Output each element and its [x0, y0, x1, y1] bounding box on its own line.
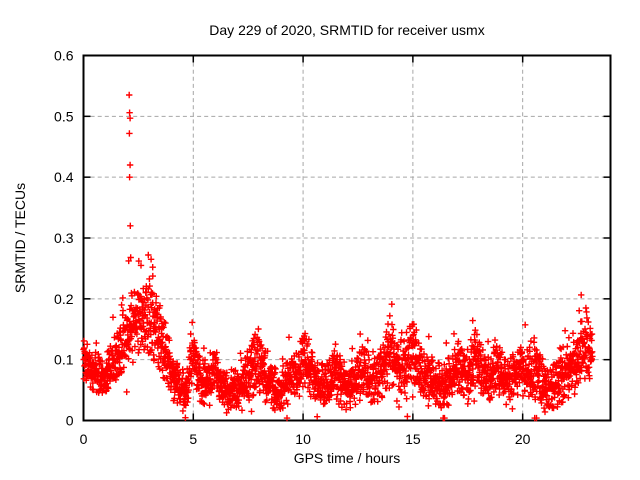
- x-tick-label: 20: [515, 431, 531, 447]
- x-axis-label: GPS time / hours: [294, 450, 401, 466]
- y-tick-label: 0.1: [54, 352, 74, 368]
- y-tick-label: 0.6: [54, 48, 74, 64]
- x-tick-label: 5: [189, 431, 197, 447]
- x-tick-label: 10: [295, 431, 311, 447]
- axes-frame-layer: [82, 54, 612, 422]
- tick-label-layer: 0 5 10 15 20 0 0.1 0.2 0.3 0.4 0.5 0.6: [54, 48, 531, 448]
- y-axis-label: SRMTID / TECUs: [12, 183, 28, 293]
- x-tick-label: 0: [80, 431, 88, 447]
- y-tick-label: 0.4: [54, 169, 74, 185]
- x-tick-label: 15: [405, 431, 421, 447]
- chart-title: Day 229 of 2020, SRMTID for receiver usm…: [209, 22, 484, 38]
- y-tick-label: 0.2: [54, 291, 74, 307]
- y-tick-label: 0.3: [54, 230, 74, 246]
- y-tick-label: 0: [66, 413, 74, 429]
- y-tick-label: 0.5: [54, 108, 74, 124]
- scatter-data-points: [80, 91, 596, 422]
